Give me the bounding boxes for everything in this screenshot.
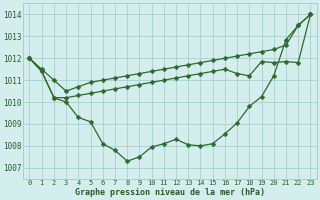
X-axis label: Graphe pression niveau de la mer (hPa): Graphe pression niveau de la mer (hPa) [75, 188, 265, 197]
